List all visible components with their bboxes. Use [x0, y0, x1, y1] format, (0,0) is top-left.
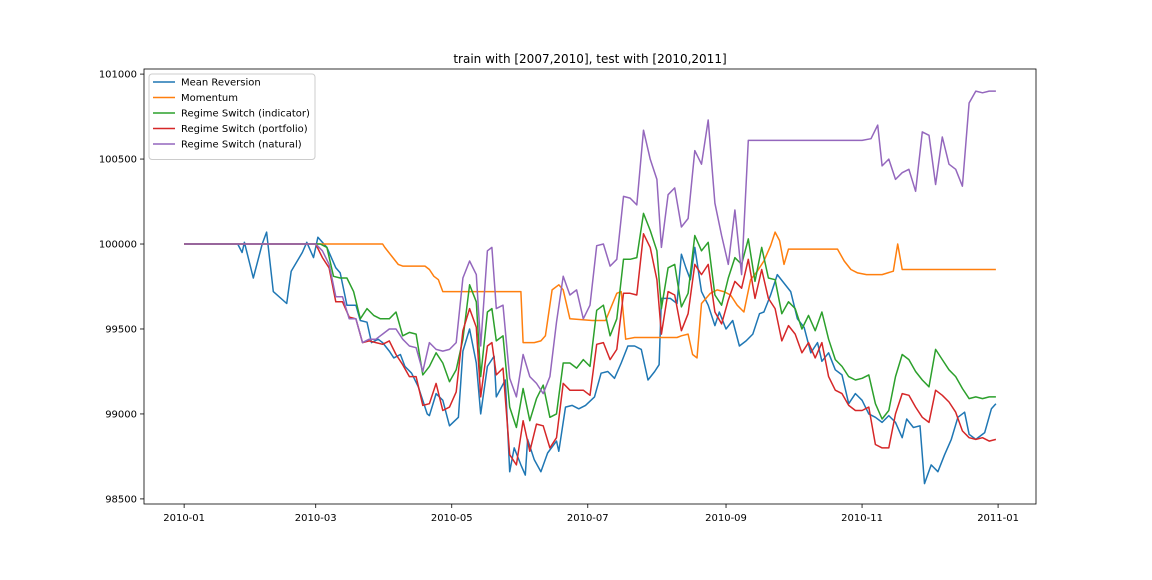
x-tick-label: 2010-09 [705, 513, 747, 524]
legend: Mean Reversion Momentum Regime Switch (ind… [148, 73, 316, 160]
series-line-1 [184, 231, 997, 485]
x-tick-label: 2010-05 [431, 513, 473, 524]
series-line-2 [184, 231, 996, 359]
y-tick-label: 98500 [105, 494, 137, 505]
x-tick-label: 2010-03 [295, 513, 337, 524]
legend-label: Regime Switch (portfolio) [181, 124, 308, 135]
x-tick-label: 2010-07 [567, 513, 609, 524]
x-tick-label: 2010-01 [163, 513, 205, 524]
y-tick-label: 99000 [105, 409, 137, 420]
series-line-5 [184, 90, 996, 398]
legend-label: Momentum [181, 93, 238, 104]
y-tick-label: 99500 [105, 324, 137, 335]
y-tick-label: 101000 [99, 70, 137, 81]
series-line-3 [184, 212, 996, 429]
y-axis: 98500 99000 99500 100000 100500 101000 [99, 70, 144, 505]
legend-label: Regime Switch (natural) [181, 140, 302, 151]
legend-label: Regime Switch (indicator) [181, 109, 310, 120]
series-layer [184, 90, 997, 485]
legend-box [148, 73, 316, 160]
legend-label: Mean Reversion [181, 78, 261, 89]
x-tick-label: 2011-01 [977, 513, 1019, 524]
chart-title: train with [2007,2010], test with [2010,… [453, 52, 726, 66]
series-line-4 [184, 233, 997, 466]
x-tick-label: 2010-11 [841, 513, 883, 524]
x-axis: 2010-01 2010-03 2010-05 2010-07 2010-09 2010-… [163, 504, 1019, 524]
y-tick-label: 100500 [99, 155, 137, 166]
y-tick-label: 100000 [99, 240, 137, 251]
plot-frame [143, 68, 1037, 505]
